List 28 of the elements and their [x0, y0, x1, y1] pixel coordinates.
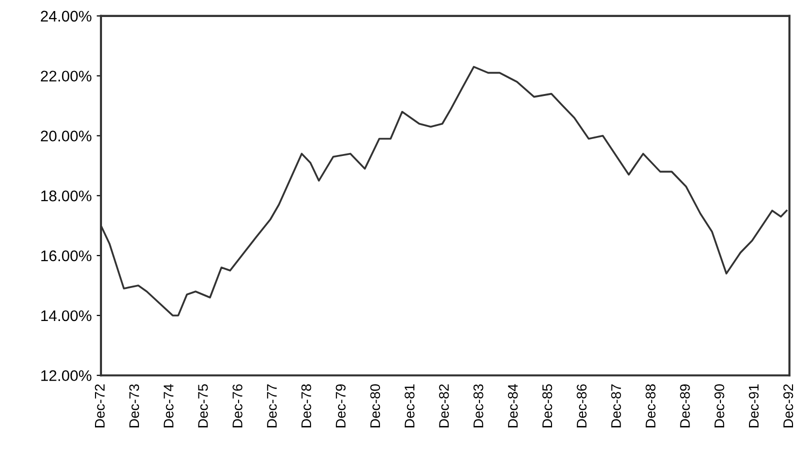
x-tick-label: Dec-88 — [646, 384, 656, 428]
x-tick-label: Dec-85 — [542, 384, 552, 428]
y-tick-label: 22.00% — [40, 70, 92, 82]
x-tick-label: Dec-86 — [576, 384, 587, 428]
x-tick-label: Dec-92 — [783, 384, 794, 428]
x-tick-label: Dec-78 — [301, 384, 312, 428]
x-tick-label: Dec-76 — [232, 384, 242, 428]
x-tick-label: Dec-72 — [94, 384, 105, 428]
x-tick-label: Dec-80 — [370, 384, 380, 428]
y-tick-label: 20.00% — [40, 130, 92, 142]
x-tick-label: Dec-83 — [473, 384, 484, 428]
y-tick-label: 16.00% — [41, 250, 92, 262]
x-tick-label: Dec-89 — [680, 384, 690, 428]
x-tick-label: Dec-84 — [508, 384, 518, 428]
x-tick-label: Dec-73 — [129, 384, 140, 428]
x-tick-label: Dec-90 — [714, 384, 724, 428]
y-tick-label: 18.00% — [41, 190, 92, 202]
x-tick-label: Dec-87 — [611, 384, 621, 428]
x-tick-label: Dec-82 — [439, 384, 449, 428]
y-tick-label: 14.00% — [41, 310, 92, 322]
x-tick-label: Dec-81 — [404, 384, 414, 428]
x-tick-label: Dec-75 — [198, 384, 208, 428]
x-tick-label: Dec-79 — [336, 384, 346, 428]
y-tick-label: 12.00% — [41, 370, 92, 382]
y-tick-label: 24.00% — [40, 10, 92, 22]
x-tick-label: Dec-91 — [748, 384, 759, 428]
x-tick-label: Dec-74 — [164, 384, 174, 428]
x-tick-label: Dec-77 — [267, 384, 277, 428]
